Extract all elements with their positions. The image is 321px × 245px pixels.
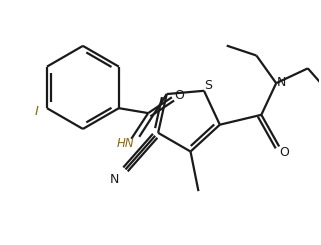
Text: N: N [276, 76, 286, 89]
Text: O: O [279, 146, 289, 159]
Text: N: N [110, 173, 119, 186]
Text: S: S [204, 79, 212, 92]
Text: HN: HN [117, 137, 134, 150]
Text: O: O [174, 89, 184, 102]
Text: I: I [35, 105, 39, 118]
